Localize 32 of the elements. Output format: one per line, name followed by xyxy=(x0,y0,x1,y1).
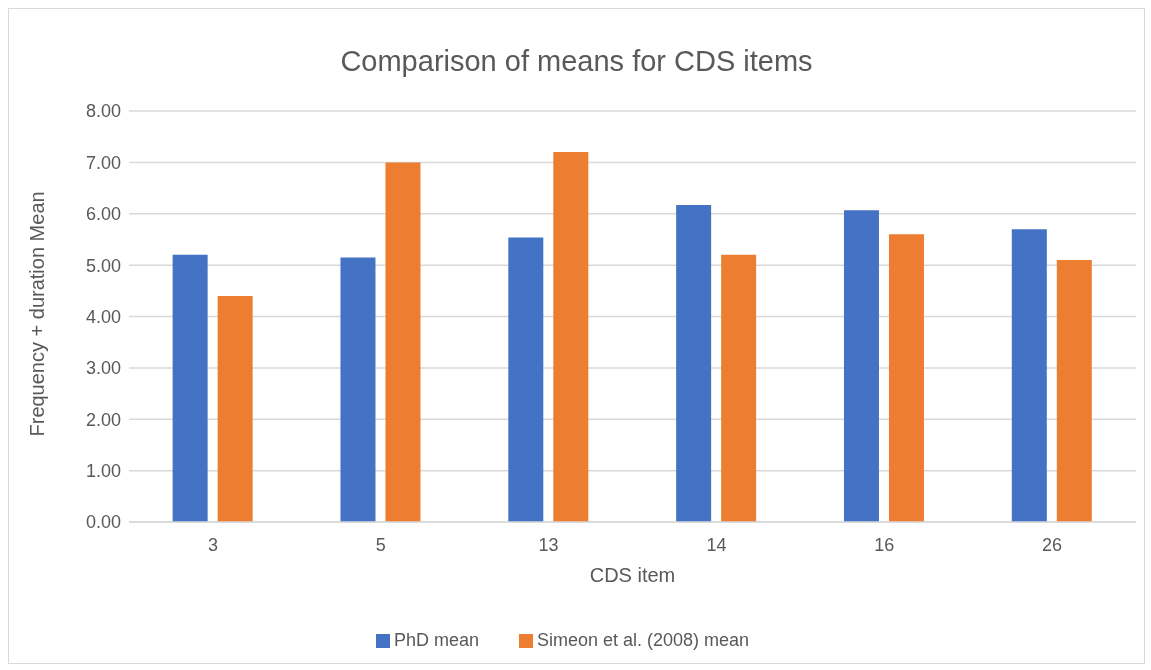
chart-title: Comparison of means for CDS items xyxy=(339,45,814,78)
y-tick-label: 4.00 xyxy=(85,306,121,327)
bar xyxy=(676,205,712,522)
y-tick-label: 3.00 xyxy=(85,358,121,379)
y-tick-label: 0.00 xyxy=(85,512,121,533)
y-tick-label: 8.00 xyxy=(85,101,121,122)
x-tick-label: 16 xyxy=(874,534,895,555)
x-axis-title: CDS item xyxy=(589,564,676,586)
bar xyxy=(1011,229,1047,522)
y-tick-label: 2.00 xyxy=(85,409,121,430)
bar xyxy=(172,254,208,522)
bar xyxy=(385,162,421,522)
x-tick-label: 26 xyxy=(1042,534,1063,555)
y-axis-title: Frequency + duration Mean xyxy=(26,191,49,437)
x-tick-label: 5 xyxy=(375,534,386,555)
x-tick-label: 13 xyxy=(538,534,559,555)
y-tick-label: 7.00 xyxy=(85,152,121,173)
bar xyxy=(340,257,376,522)
x-tick-label: 14 xyxy=(706,534,727,555)
bar xyxy=(721,254,757,522)
x-tick-label: 3 xyxy=(207,534,218,555)
legend-label: Simeon et al. (2008) mean xyxy=(536,630,750,650)
legend-label: PhD mean xyxy=(393,630,479,650)
bar xyxy=(1056,259,1092,522)
y-tick-label: 6.00 xyxy=(85,204,121,225)
bar xyxy=(508,237,544,522)
bar xyxy=(217,295,253,522)
bar xyxy=(888,234,924,522)
bar xyxy=(843,210,879,522)
bar xyxy=(553,152,589,522)
y-tick-label: 1.00 xyxy=(85,461,121,482)
y-tick-label: 5.00 xyxy=(85,255,121,276)
